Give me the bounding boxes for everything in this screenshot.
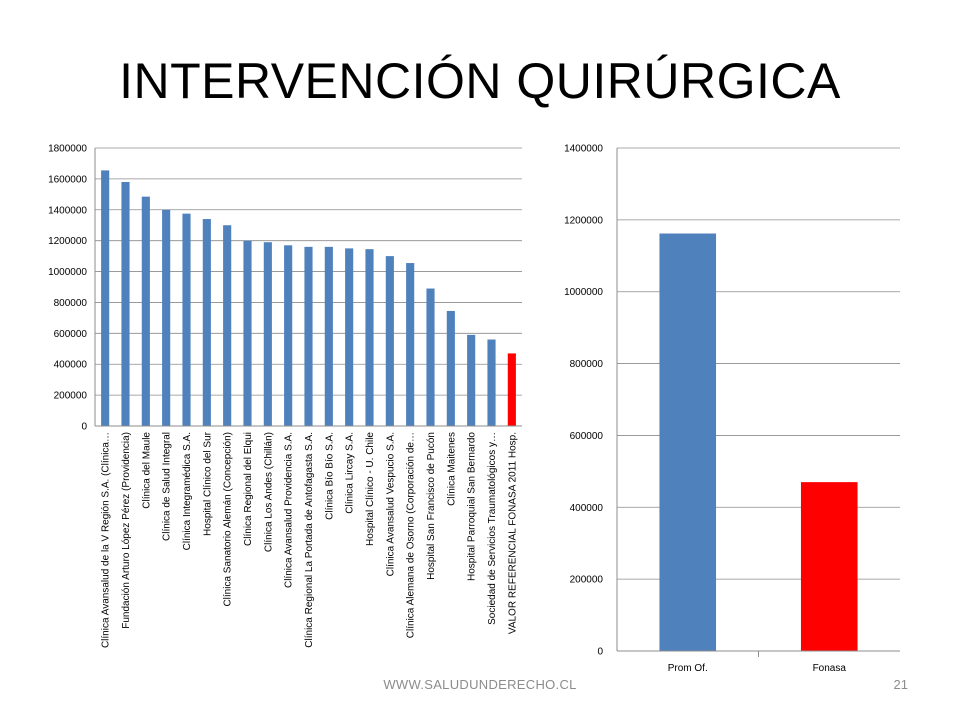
left-bar bbox=[487, 339, 496, 426]
left-x-tick-label: Clínica de Salud Integral bbox=[162, 432, 173, 541]
left-x-tick-label: Clínica Avansalud Providencia S.A. bbox=[284, 432, 295, 588]
right-y-tick-label: 400000 bbox=[570, 503, 604, 514]
left-bar bbox=[182, 213, 191, 426]
left-y-tick-label: 600000 bbox=[54, 329, 88, 340]
right-x-tick-labels: Prom Of. Fonasa bbox=[668, 663, 847, 674]
left-x-tick-label: Hospital Parroquial San Bernardo bbox=[467, 432, 478, 581]
right-bars bbox=[659, 233, 858, 651]
left-y-tick-label: 0 bbox=[81, 422, 87, 433]
left-bar bbox=[263, 242, 272, 426]
right-x-tick-label: Fonasa bbox=[813, 663, 847, 674]
left-x-tick-label: Hospital Clínico - U. Chile bbox=[365, 432, 376, 546]
right-bar bbox=[800, 482, 858, 651]
left-x-tick-label: Clínica Avansalud Vespucio S.A. bbox=[385, 432, 396, 576]
left-y-tick-labels: 0 200000 400000 600000 800000 1000000 1200000 1… bbox=[48, 144, 87, 433]
left-x-tick-label: Clínica Los Andes (Chillán) bbox=[263, 432, 274, 552]
left-x-tick-label: Clínica Alemana de Osorno (Corporación d… bbox=[406, 432, 417, 638]
right-axis-lines bbox=[616, 148, 900, 657]
left-bar bbox=[385, 256, 394, 426]
left-x-tick-label: Clínica del Maule bbox=[141, 432, 152, 509]
left-x-tick-label: VALOR REFERENCIAL FONASA 2011 Hosp. bbox=[507, 432, 518, 634]
left-bar bbox=[507, 353, 516, 426]
left-bar bbox=[406, 263, 415, 426]
left-bar bbox=[101, 170, 110, 426]
left-x-tick-label: Clínica Bío Bío S.A. bbox=[324, 432, 335, 520]
left-x-tick-label: Clínica Avansalud de la V Región S.A. (C… bbox=[101, 432, 112, 648]
left-x-tick-label: Clínica Maitenes bbox=[446, 432, 457, 506]
slide-title: INTERVENCIÓN QUIRÚRGICA bbox=[119, 53, 841, 109]
footer-url: WWW.SALUDUNDERECHO.CL bbox=[383, 677, 577, 692]
left-x-tick-label: Clínica Regional La Portada de Antofagas… bbox=[304, 432, 315, 648]
left-x-tick-label: Clínica Sanatorio Alemán (Concepción) bbox=[223, 432, 234, 607]
left-axis-lines bbox=[94, 148, 522, 427]
right-y-tick-label: 0 bbox=[597, 647, 603, 658]
left-bar bbox=[365, 249, 374, 426]
left-x-tick-label: Fundación Arturo López Pérez (Providenci… bbox=[121, 432, 132, 629]
page-number: 21 bbox=[893, 677, 908, 692]
right-y-tick-label: 800000 bbox=[570, 359, 604, 370]
left-bar bbox=[223, 225, 232, 426]
left-bars bbox=[101, 170, 516, 426]
left-x-tick-label: Clínica Regional del Elqui bbox=[243, 432, 254, 546]
left-x-tick-labels: Clínica Avansalud de la V Región S.A. (C… bbox=[101, 431, 519, 648]
left-bar bbox=[284, 245, 293, 426]
left-y-tick-label: 1800000 bbox=[48, 144, 87, 155]
left-y-tick-label: 400000 bbox=[54, 360, 88, 371]
left-bar bbox=[243, 240, 252, 426]
left-x-tick-label: Hospital Clínico del Sur bbox=[202, 431, 213, 536]
right-y-tick-label: 1400000 bbox=[564, 144, 603, 155]
left-y-tick-label: 1000000 bbox=[48, 267, 87, 278]
left-bar bbox=[304, 246, 313, 426]
left-y-tick-label: 1200000 bbox=[48, 236, 87, 247]
right-bar bbox=[659, 233, 717, 651]
left-x-tick-label: Hospital San Francisco de Pucón bbox=[426, 432, 437, 580]
left-x-tick-label: Clínica Integramédica S.A. bbox=[182, 432, 193, 550]
left-y-tick-label: 1600000 bbox=[48, 174, 87, 185]
right-y-tick-labels: 0 200000 400000 600000 800000 1000000 1200000 1… bbox=[564, 144, 603, 658]
left-bar bbox=[345, 248, 354, 426]
right-y-tick-label: 1200000 bbox=[564, 215, 603, 226]
left-bar bbox=[141, 196, 150, 426]
right-y-tick-label: 1000000 bbox=[564, 287, 603, 298]
left-x-tick-label: Clínica Lircay S.A. bbox=[345, 432, 356, 514]
left-bar bbox=[467, 334, 476, 426]
left-x-tick-label: Sociedad de Servicios Traumatológicos y… bbox=[487, 432, 498, 625]
right-y-tick-label: 200000 bbox=[570, 575, 604, 586]
left-y-tick-label: 800000 bbox=[54, 298, 88, 309]
left-bar bbox=[446, 310, 455, 426]
left-bar bbox=[162, 209, 171, 426]
left-bar bbox=[324, 246, 333, 426]
left-y-tick-label: 1400000 bbox=[48, 205, 87, 216]
left-bar bbox=[426, 288, 435, 426]
left-y-tick-label: 200000 bbox=[54, 391, 88, 402]
right-x-tick-label: Prom Of. bbox=[668, 663, 708, 674]
left-bar bbox=[121, 181, 130, 426]
left-bar bbox=[202, 219, 211, 426]
right-y-tick-label: 600000 bbox=[570, 431, 604, 442]
